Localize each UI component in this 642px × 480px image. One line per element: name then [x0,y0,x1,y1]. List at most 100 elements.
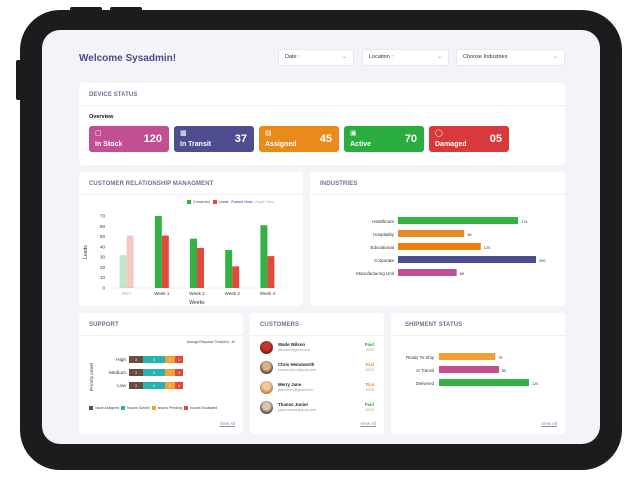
shipment-view-all-link[interactable]: View All [541,421,557,426]
legend-label: Leads [218,200,229,204]
bar [439,379,529,386]
bar [398,269,457,276]
avatar [260,401,273,414]
customer-row[interactable]: Wade Wilson wil.wade@gmail.com Paid 30/0… [260,340,374,358]
avatar [260,361,273,374]
customer-name: Thanos Junior [278,402,309,407]
cube-icon: ▢ [95,130,102,137]
priority-label: High [116,357,126,363]
stat-assigned[interactable]: ▤ Assigned 45 [259,126,339,152]
card-title: INDUSTRIES [320,181,358,187]
segment-value: 1 [178,384,180,388]
customer-email: hemsworth.c@gmail.com [278,368,317,372]
support-stacked-chart: Priority Level High 3 4 2 1 Medium 3 4 2 1 Low 3 4 2 1 [89,356,183,391]
segment-value: 1 [178,358,180,362]
divider [79,105,565,106]
crm-legend: Converted Leads Funnel View | Graph View [187,200,274,205]
location-filter-label: Location : [369,54,393,60]
y-tick-label: 50 [100,234,106,239]
stat-in-transit[interactable]: ▩ In Transit 37 [174,126,254,152]
stat-value: 45 [319,133,332,145]
x-tick-label: Week 3 [225,291,241,296]
x-tick-label: Week 4 [260,291,276,296]
customer-row[interactable]: Merry Jane jane.merry@gmail.com Trial 30… [260,380,374,398]
support-view-all-link[interactable]: View All [219,421,235,426]
support-segment [175,369,183,376]
bar-category-label: Hospitality [373,232,395,237]
bar-category-label: Healthcare [372,219,394,224]
support-segment [165,382,175,389]
customer-email: jane.merry@gmail.com [278,388,313,392]
y-tick-label: 70 [100,214,106,219]
bar-value-label: 174 [521,219,528,224]
bar-category-label: Corporate [374,258,395,263]
industries-filter[interactable]: Choose Industries ⌄ [456,49,565,66]
date-filter-label: Date : [285,54,300,60]
legend-swatch [184,406,189,411]
stat-active[interactable]: ▣ Active 70 [344,126,424,152]
chevron-down-icon: ⌄ [436,54,442,60]
legend-swatch [212,200,217,205]
bar-category-label: Ready To Ship [406,355,434,360]
customer-email: junior.thanos@gmail.com [278,408,317,412]
divider [391,335,565,336]
tablet-top-button [70,7,102,11]
y-tick-label: 30 [100,255,106,260]
divider [79,194,303,195]
card-title: SHIPMENT STATUS [405,322,463,328]
chevron-down-icon: ⌄ [552,54,558,60]
industries-bar-chart: Healthcare 174 Hospitality 96 Educational 120… [356,217,546,276]
customer-name: Chris Hemsworth [278,362,315,367]
industries-card: INDUSTRIES Healthcare 174 Hospitality 96 Edu… [310,172,565,306]
segment-value: 4 [153,371,155,375]
card-title: CUSTOMERS [260,322,300,328]
divider [250,335,384,336]
legend-label: Issues Escalated [190,406,218,410]
segment-value: 3 [135,384,137,388]
stat-label: In Stock [95,141,123,148]
stat-damaged[interactable]: ◯ Damaged 05 [429,126,509,152]
funnel-view-link[interactable]: Funnel View [231,200,253,204]
stat-value: 05 [489,133,502,145]
bar-converted [154,216,162,288]
tablet-side-button [16,60,21,100]
bar-leads [197,247,204,288]
bar-converted [260,225,268,288]
customer-row[interactable]: Chris Hemsworth hemsworth.c@gmail.com Tr… [260,360,374,378]
segment-value: 2 [169,358,171,362]
divider [310,194,565,195]
stat-label: Assigned [265,141,297,148]
customer-date: 30/08 [365,408,375,412]
bar-category-label: Delivered [416,381,435,386]
bar [398,256,536,263]
industries-filter-label: Choose Industries [463,54,508,60]
legend-swatch [151,406,156,411]
support-segment [129,382,143,389]
bar-value-label: 200 [539,258,546,263]
divider [79,335,243,336]
legend-label: Converted [193,200,210,204]
x-axis-label: Weeks [189,300,205,306]
bar-category-label: Manufacturing Unit [356,271,395,276]
crm-card: CUSTOMER RELATIONSHIP MANAGMENT Converte… [79,172,303,306]
support-segment [175,356,183,363]
date-filter[interactable]: Date : ⌄ [278,49,354,66]
bar-value-label: 96 [467,232,471,237]
stat-label: Damaged [435,141,467,148]
location-filter[interactable]: Location : ⌄ [362,49,449,66]
segment-value: 4 [153,384,155,388]
segment-value: 3 [135,358,137,362]
customer-date: 30/08 [365,348,375,352]
customer-row[interactable]: Thanos Junior junior.thanos@gmail.com Pa… [260,400,374,418]
stat-label: Active [350,141,372,148]
y-tick-label: 40 [100,244,106,249]
support-segment [129,356,143,363]
legend-label: Issues Pending [157,406,183,410]
customer-name: Merry Jane [278,382,302,387]
graph-view-link[interactable]: Graph View [255,200,274,204]
customer-date: 30/08 [365,368,375,372]
stat-in-stock[interactable]: ▢ In Stock 120 [89,126,169,152]
bar [398,230,465,237]
bar-category-label: Educational [370,245,394,250]
customers-view-all-link[interactable]: View All [360,421,376,426]
